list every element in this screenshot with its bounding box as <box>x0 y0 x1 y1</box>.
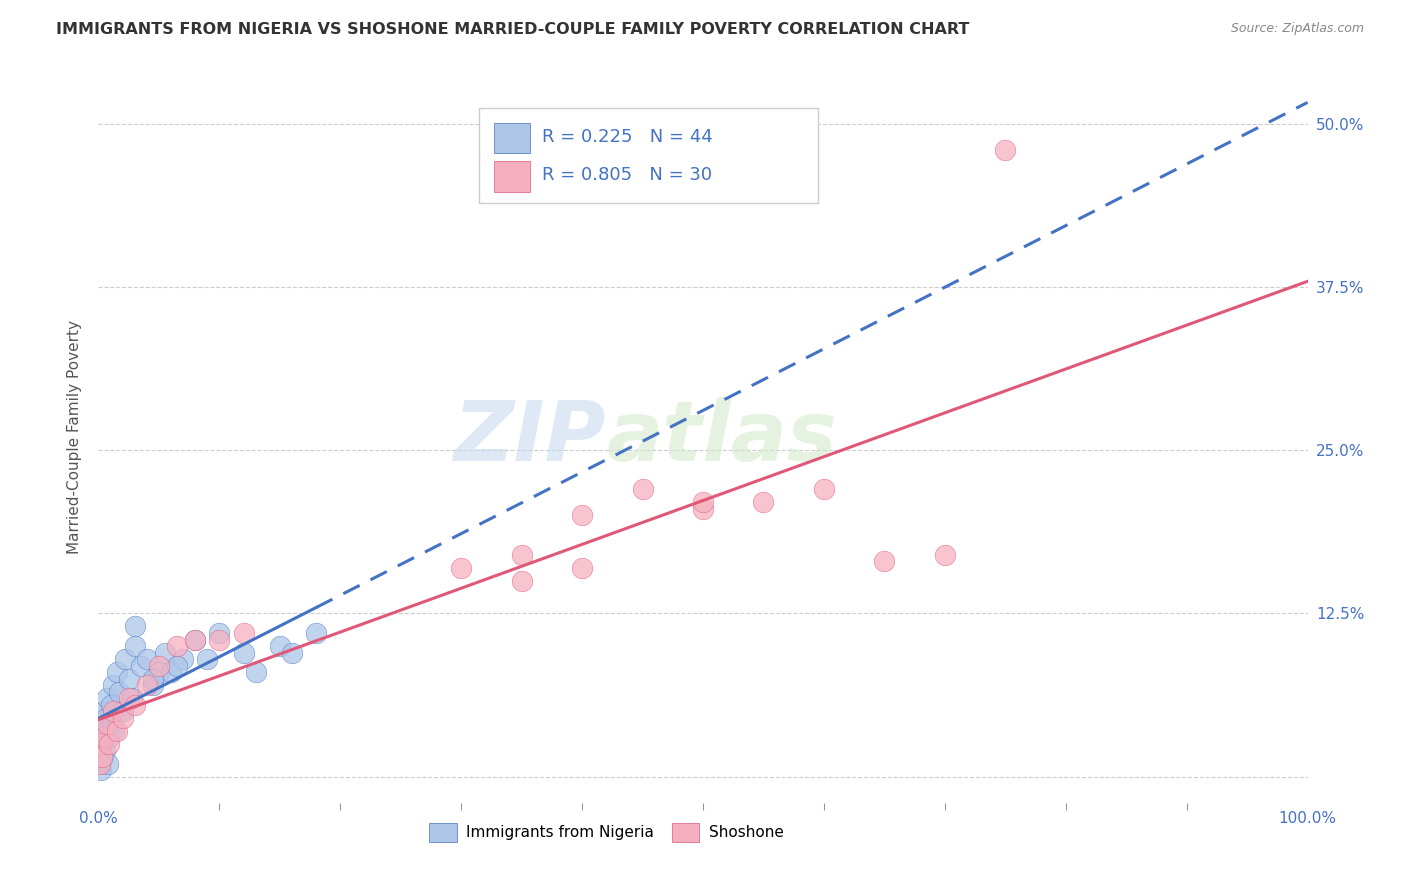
Text: Source: ZipAtlas.com: Source: ZipAtlas.com <box>1230 22 1364 36</box>
Point <box>692 502 714 516</box>
Point <box>245 665 267 680</box>
Point <box>305 626 328 640</box>
Point <box>90 737 112 751</box>
Point <box>142 672 165 686</box>
FancyBboxPatch shape <box>479 108 818 203</box>
Point <box>160 665 183 680</box>
Point <box>166 658 188 673</box>
Point <box>94 743 117 757</box>
Point <box>153 646 176 660</box>
Point <box>752 495 775 509</box>
Point <box>281 646 304 660</box>
Point <box>148 658 170 673</box>
Point <box>148 665 170 680</box>
Point <box>111 705 134 719</box>
Point <box>232 626 254 640</box>
Point <box>510 574 533 588</box>
Point <box>195 652 218 666</box>
Point <box>118 691 141 706</box>
Point <box>90 723 112 738</box>
Text: atlas: atlas <box>606 397 837 477</box>
Point <box>631 483 654 497</box>
Point <box>142 678 165 692</box>
Point <box>111 711 134 725</box>
Point <box>692 495 714 509</box>
Point <box>97 756 120 771</box>
Point <box>103 723 125 738</box>
Point <box>98 731 121 745</box>
Point <box>101 678 124 692</box>
Point <box>129 658 152 673</box>
Point <box>100 717 122 731</box>
Text: IMMIGRANTS FROM NIGERIA VS SHOSHONE MARRIED-COUPLE FAMILY POVERTY CORRELATION CH: IMMIGRANTS FROM NIGERIA VS SHOSHONE MARR… <box>56 22 970 37</box>
Point <box>934 548 956 562</box>
Point <box>208 626 231 640</box>
Point <box>813 483 835 497</box>
Point <box>135 652 157 666</box>
Point <box>108 685 131 699</box>
Point <box>91 717 114 731</box>
Point <box>118 672 141 686</box>
Point <box>98 737 121 751</box>
Point <box>994 143 1017 157</box>
Text: ZIP: ZIP <box>454 397 606 477</box>
Point <box>96 717 118 731</box>
Point <box>101 705 124 719</box>
Point <box>232 646 254 660</box>
Point <box>96 691 118 706</box>
Point <box>124 698 146 712</box>
Point <box>124 639 146 653</box>
Point <box>184 632 207 647</box>
Point <box>89 756 111 771</box>
Legend: Immigrants from Nigeria, Shoshone: Immigrants from Nigeria, Shoshone <box>423 817 790 847</box>
Point <box>269 639 291 653</box>
Point <box>91 750 114 764</box>
Point <box>90 763 112 777</box>
Point <box>91 750 114 764</box>
Point <box>93 731 115 745</box>
Point <box>121 691 143 706</box>
Point <box>166 639 188 653</box>
Point <box>89 756 111 771</box>
FancyBboxPatch shape <box>494 122 530 153</box>
Point <box>208 632 231 647</box>
Point <box>91 737 114 751</box>
Point <box>96 723 118 738</box>
Point <box>93 705 115 719</box>
Point <box>450 560 472 574</box>
Y-axis label: Married-Couple Family Poverty: Married-Couple Family Poverty <box>67 320 83 554</box>
Point <box>100 698 122 712</box>
Point <box>571 508 593 523</box>
Point <box>105 665 128 680</box>
Point <box>124 619 146 633</box>
Text: R = 0.805   N = 30: R = 0.805 N = 30 <box>543 167 713 185</box>
Point <box>105 723 128 738</box>
Point <box>873 554 896 568</box>
Point <box>93 731 115 745</box>
Point <box>510 548 533 562</box>
FancyBboxPatch shape <box>494 161 530 192</box>
Point <box>114 652 136 666</box>
Point <box>89 743 111 757</box>
Point <box>94 711 117 725</box>
Point <box>172 652 194 666</box>
Text: R = 0.225   N = 44: R = 0.225 N = 44 <box>543 128 713 145</box>
Point <box>135 678 157 692</box>
Point <box>184 632 207 647</box>
Point <box>571 560 593 574</box>
